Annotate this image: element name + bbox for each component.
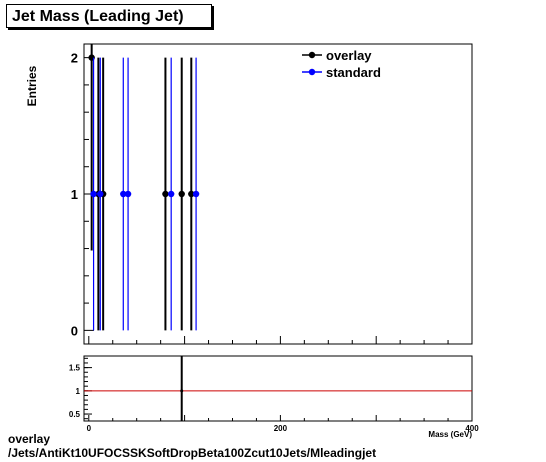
x-axis-label: Mass (GeV) (428, 430, 472, 439)
y-tick-label: 1 (71, 187, 78, 202)
footer-label: overlay (8, 432, 51, 446)
ratio-x-tick-label: 200 (274, 424, 288, 433)
chart-title: Jet Mass (Leading Jet) (6, 4, 212, 28)
y-tick-label: 2 (71, 51, 78, 66)
ratio-y-tick-label: 0.5 (69, 410, 81, 419)
data-point (124, 190, 132, 198)
ratio-point (180, 389, 184, 393)
data-point (120, 190, 127, 198)
ratio-x-tick-label: 400 (465, 424, 479, 433)
data-point (178, 190, 185, 198)
data-point (167, 190, 175, 198)
data-point (162, 190, 169, 198)
y-tick-label: 0 (71, 323, 78, 338)
data-point (192, 190, 200, 198)
ratio-frame (83, 355, 473, 422)
data-point (90, 190, 97, 198)
data-point (97, 190, 104, 198)
ratio-y-tick-label: 1.5 (69, 364, 81, 373)
ratio-y-tick-label: 1 (76, 387, 81, 396)
y-axis-label: Entries (25, 65, 39, 106)
legend-marker (308, 51, 316, 59)
main-frame (83, 43, 473, 345)
legend-marker (308, 68, 316, 76)
data-point (188, 190, 195, 198)
legend-label: overlay (326, 48, 372, 63)
ratio-x-tick-label: 0 (87, 424, 92, 433)
footer-path: /Jets/AntiKt10UFOCSSKSoftDropBeta100Zcut… (8, 446, 377, 460)
legend-label: standard (326, 65, 381, 80)
